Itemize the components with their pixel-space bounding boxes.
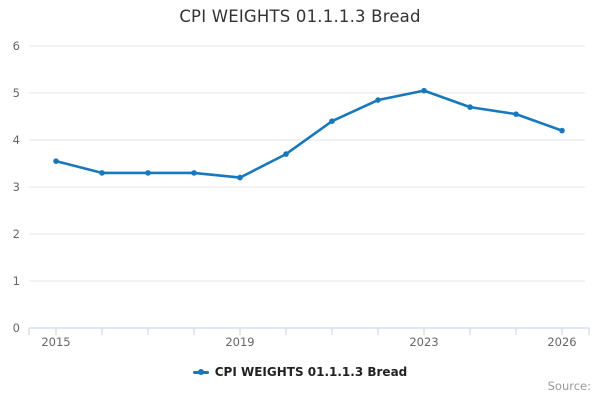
data-point-marker[interactable] [237, 174, 243, 181]
legend-label: CPI WEIGHTS 01.1.1.3 Bread [214, 365, 408, 379]
data-point-marker[interactable] [559, 127, 565, 134]
y-tick-label: 5 [13, 86, 20, 100]
x-tick-label: 2019 [225, 335, 254, 349]
source-label: Source: [547, 379, 591, 393]
x-tick-label: 2015 [41, 335, 70, 349]
legend-line-marker-icon [192, 367, 209, 378]
legend: CPI WEIGHTS 01.1.1.3 Bread [0, 365, 600, 379]
data-point-marker[interactable] [467, 104, 473, 110]
x-tick-label: 2023 [409, 335, 438, 349]
data-point-marker[interactable] [421, 87, 427, 94]
y-tick-label: 2 [13, 227, 20, 241]
data-point-marker[interactable] [191, 170, 197, 176]
y-tick-label: 0 [13, 321, 20, 335]
data-point-marker[interactable] [53, 158, 59, 164]
legend-item[interactable]: CPI WEIGHTS 01.1.1.3 Bread [192, 365, 408, 379]
y-tick-label: 4 [13, 133, 20, 147]
data-point-marker[interactable] [283, 151, 289, 157]
series-line [54, 89, 564, 179]
data-point-marker[interactable] [99, 170, 105, 176]
data-point-marker[interactable] [329, 118, 335, 124]
data-point-marker[interactable] [513, 111, 519, 117]
plot-area: 0 1 2 3 4 5 6 2015 2019 2023 2026 [13, 39, 590, 349]
x-tick-label: 2026 [547, 335, 576, 349]
data-point-marker[interactable] [375, 97, 381, 103]
chart-title: CPI WEIGHTS 01.1.1.3 Bread [179, 7, 421, 26]
y-tick-label: 1 [13, 274, 20, 288]
data-point-marker[interactable] [145, 170, 151, 176]
y-tick-label: 6 [13, 39, 20, 53]
y-tick-label: 3 [13, 180, 20, 194]
